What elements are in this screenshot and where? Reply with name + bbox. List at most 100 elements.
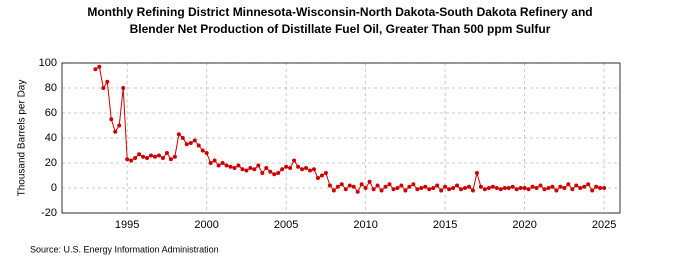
data-point: [323, 171, 328, 175]
data-point: [490, 184, 495, 189]
data-point: [232, 166, 237, 170]
data-point: [431, 186, 436, 190]
data-point: [518, 186, 523, 190]
data-point: [296, 164, 301, 169]
data-point: [403, 188, 408, 193]
x-tick-label: 1995: [115, 219, 139, 231]
data-point: [284, 164, 289, 169]
data-point: [220, 161, 225, 165]
data-point: [339, 182, 344, 187]
data-point: [260, 171, 265, 175]
y-tick-label: 20: [45, 157, 57, 169]
data-point: [582, 184, 587, 189]
data-point: [137, 152, 142, 157]
data-point: [331, 188, 336, 193]
data-point: [105, 79, 110, 84]
data-point: [522, 186, 527, 190]
data-point: [415, 187, 420, 192]
data-point: [121, 86, 126, 90]
data-point: [419, 186, 424, 190]
data-point: [327, 183, 332, 188]
data-point: [319, 173, 324, 178]
data-point: [311, 167, 316, 172]
data-point: [268, 169, 273, 174]
data-point: [550, 184, 555, 189]
data-point: [351, 184, 356, 189]
data-point: [602, 186, 607, 190]
data-point: [423, 184, 428, 189]
data-point: [526, 187, 531, 192]
data-point: [300, 167, 305, 172]
data-point: [586, 182, 591, 187]
data-line: [95, 65, 605, 193]
data-point: [554, 188, 559, 193]
data-point: [176, 132, 181, 137]
data-point: [164, 151, 169, 155]
data-point: [387, 182, 392, 187]
data-point: [304, 166, 309, 170]
data-point: [276, 171, 281, 175]
data-point: [463, 186, 467, 190]
x-tick-label: 2020: [512, 219, 536, 231]
data-point: [455, 183, 460, 188]
data-point: [264, 166, 269, 170]
data-point: [133, 156, 138, 160]
data-point: [514, 187, 519, 192]
plot-frame: [61, 62, 621, 214]
data-point: [443, 184, 448, 189]
data-point: [542, 187, 547, 192]
data-point: [355, 189, 360, 194]
data-point: [335, 184, 340, 189]
y-tick-label: 80: [45, 82, 57, 94]
data-point: [248, 166, 253, 170]
data-point: [149, 153, 154, 158]
y-axis-label: Thousand Barrels per Day: [17, 80, 28, 197]
data-point: [482, 187, 487, 192]
data-point: [478, 184, 483, 189]
data-point: [125, 157, 130, 162]
data-point: [308, 168, 312, 173]
data-point: [570, 187, 575, 192]
data-point: [113, 129, 118, 134]
data-point: [395, 186, 400, 190]
data-point: [168, 157, 173, 162]
data-point: [212, 158, 217, 163]
data-point: [506, 186, 511, 190]
data-point: [228, 164, 233, 169]
data-point: [188, 141, 193, 145]
data-point: [502, 186, 507, 190]
data-point: [129, 158, 134, 163]
data-point: [470, 188, 475, 193]
data-point: [192, 138, 197, 143]
data-point: [256, 163, 261, 168]
data-point: [97, 64, 102, 69]
data-point: [411, 182, 416, 187]
x-tick-label: 2005: [274, 219, 298, 231]
data-point: [109, 117, 114, 122]
data-point: [574, 183, 579, 188]
data-point: [184, 142, 189, 147]
data-point: [578, 186, 583, 190]
y-tick-label: 60: [45, 107, 57, 119]
data-point: [594, 184, 599, 189]
data-point: [93, 67, 98, 72]
data-point: [224, 163, 229, 168]
data-point: [534, 186, 539, 190]
data-point: [474, 171, 479, 175]
data-point: [252, 167, 257, 172]
data-point: [558, 184, 563, 189]
data-point: [451, 186, 456, 190]
data-point: [435, 183, 440, 188]
data-point: [391, 187, 396, 192]
data-point: [566, 182, 571, 187]
data-point: [216, 163, 221, 168]
y-tick-label: 0: [51, 182, 57, 194]
data-point: [240, 167, 245, 172]
data-point: [590, 188, 595, 193]
data-point: [196, 143, 201, 148]
data-point: [530, 184, 535, 189]
data-point: [466, 184, 471, 189]
data-point: [562, 186, 567, 190]
